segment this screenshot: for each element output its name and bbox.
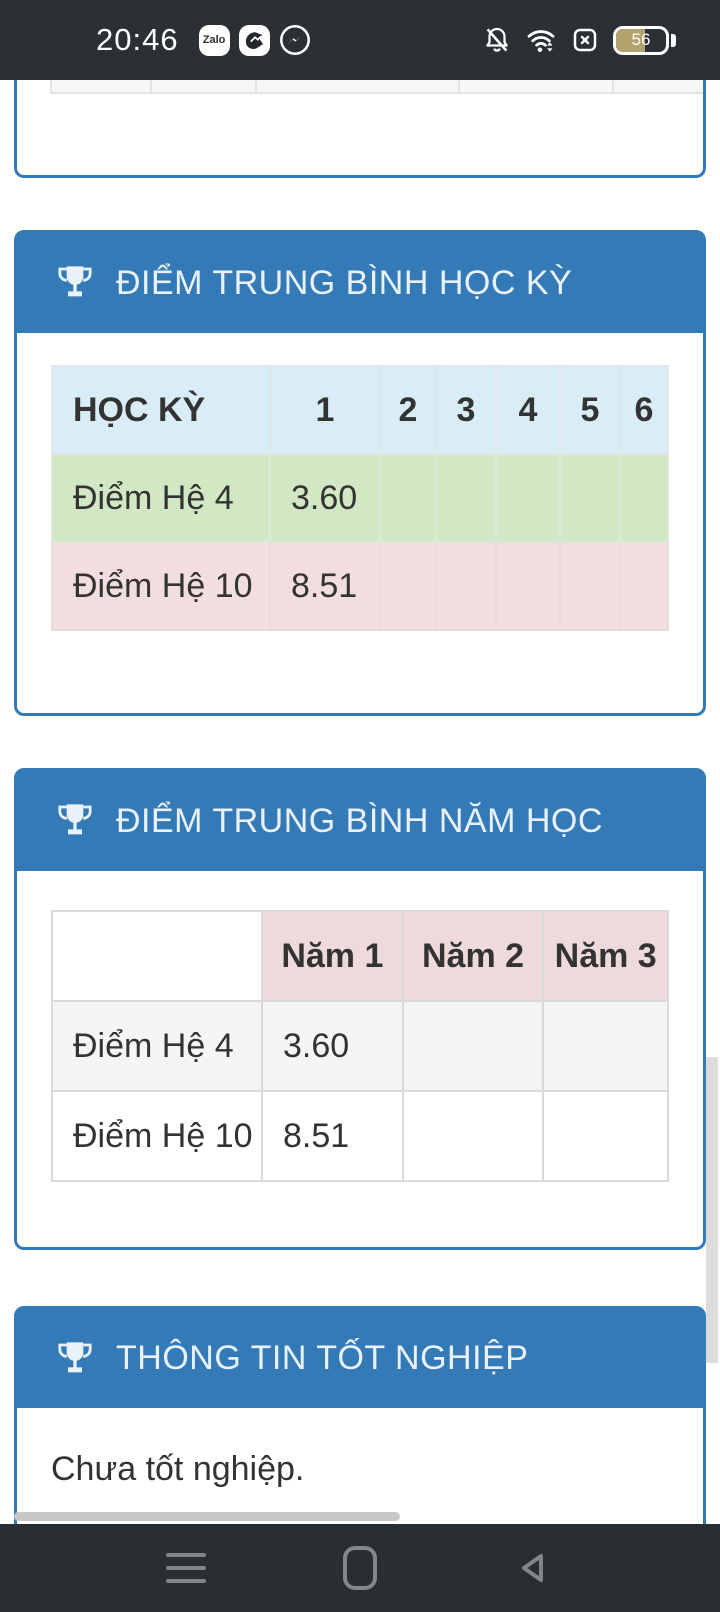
battery-percent: 56 — [631, 30, 651, 49]
table-row: Điểm Hệ 10 8.51 — [51, 541, 669, 631]
col-header: 1 — [269, 365, 381, 455]
vertical-scrollbar-thumb[interactable] — [706, 1057, 718, 1363]
system-icons: 56 — [482, 24, 676, 56]
menu-button[interactable] — [164, 1546, 208, 1590]
no-sim-icon — [573, 28, 597, 52]
notifications-muted-icon — [486, 27, 508, 52]
zalo-icon-label: Zalo — [202, 34, 226, 46]
col-header: 2 — [379, 365, 437, 455]
col-header: 5 — [559, 365, 621, 455]
partial-card-top — [14, 80, 706, 178]
app-icon — [238, 24, 270, 56]
clock-time: 20:46 — [96, 22, 179, 57]
col-header: Năm 1 — [261, 910, 404, 1002]
partial-table-last-row — [50, 80, 703, 94]
status-bar: 20:46 Zalo — [0, 0, 720, 80]
home-icon — [343, 1546, 377, 1590]
page-content: ĐIỂM TRUNG BÌNH HỌC KỲ HỌC KỲ 1 2 3 4 5 — [0, 80, 720, 1524]
row-label: Điểm Hệ 10 — [51, 541, 271, 631]
year-average-table: Năm 1 Năm 2 Năm 3 Điểm Hệ 4 3.60 Điểm Hệ… — [50, 910, 669, 1182]
panel-heading: ĐIỂM TRUNG BÌNH HỌC KỲ — [17, 233, 703, 333]
table-cell — [619, 453, 669, 543]
table-cell — [559, 541, 621, 631]
table-cell — [612, 80, 703, 94]
panel-heading: ĐIỂM TRUNG BÌNH NĂM HỌC — [17, 771, 703, 871]
col-header: 3 — [435, 365, 497, 455]
graduation-status-text: Chưa tốt nghiệp. — [51, 1450, 305, 1488]
row-label: Điểm Hệ 4 — [51, 453, 271, 543]
back-icon — [522, 1554, 543, 1582]
panel-title: THÔNG TIN TỐT NGHIỆP — [116, 1339, 529, 1377]
table-cell — [619, 541, 669, 631]
panel-year-average: ĐIỂM TRUNG BÌNH NĂM HỌC Năm 1 Năm 2 Năm … — [14, 768, 706, 1250]
table-cell — [495, 453, 561, 543]
horizontal-scrollbar-thumb[interactable] — [14, 1512, 400, 1521]
col-header: Năm 2 — [401, 910, 545, 1002]
table-cell — [50, 80, 152, 94]
table-row: Điểm Hệ 4 3.60 — [51, 453, 669, 543]
trophy-icon — [58, 266, 92, 297]
table-cell: 3.60 — [269, 453, 381, 543]
zalo-icon: Zalo — [198, 24, 230, 56]
col-header: HỌC KỲ — [51, 365, 271, 455]
table-cell — [542, 1090, 669, 1182]
battery-fill — [616, 28, 645, 52]
col-header: 4 — [495, 365, 561, 455]
panel-graduation-info: THÔNG TIN TỐT NGHIỆP Chưa tốt nghiệp. — [14, 1306, 706, 1524]
table-header-row: HỌC KỲ 1 2 3 4 5 6 — [51, 365, 669, 455]
row-label: Điểm Hệ 10 — [50, 1090, 264, 1182]
battery-body: 56 — [613, 25, 669, 55]
table-cell — [542, 1000, 669, 1092]
table-cell — [559, 453, 621, 543]
android-nav-bar — [0, 1524, 720, 1612]
table-cell — [435, 453, 497, 543]
panel-body: HỌC KỲ 1 2 3 4 5 6 Điểm Hệ 4 3.60 — [17, 333, 703, 631]
row-label: Điểm Hệ 4 — [50, 1000, 264, 1092]
panel-semester-average: ĐIỂM TRUNG BÌNH HỌC KỲ HỌC KỲ 1 2 3 4 5 — [14, 230, 706, 716]
back-button[interactable] — [512, 1546, 556, 1590]
table-cell — [495, 541, 561, 631]
panel-body: Năm 1 Năm 2 Năm 3 Điểm Hệ 4 3.60 Điểm Hệ… — [17, 871, 703, 1182]
battery-icon: 56 — [613, 25, 676, 55]
trophy-icon — [58, 1341, 92, 1372]
trophy-icon — [58, 804, 92, 835]
notification-icons: Zalo — [198, 24, 311, 56]
panel-title: ĐIỂM TRUNG BÌNH HỌC KỲ — [116, 263, 573, 302]
table-cell: 8.51 — [269, 541, 381, 631]
table-row: Điểm Hệ 4 3.60 — [50, 1000, 669, 1092]
battery-nub — [671, 33, 676, 47]
table-cell: 3.60 — [261, 1000, 404, 1092]
col-header: 6 — [619, 365, 669, 455]
app-icon-glyph — [245, 32, 264, 49]
panel-body: Chưa tốt nghiệp. — [17, 1408, 703, 1524]
table-cell — [255, 80, 460, 94]
table-cell: 8.51 — [261, 1090, 404, 1182]
col-header: Năm 3 — [542, 910, 669, 1002]
semester-average-table: HỌC KỲ 1 2 3 4 5 6 Điểm Hệ 4 3.60 — [51, 365, 669, 631]
home-button[interactable] — [338, 1546, 382, 1590]
table-cell — [435, 541, 497, 631]
messenger-icon — [279, 25, 310, 55]
panel-heading: THÔNG TIN TỐT NGHIỆP — [17, 1309, 703, 1408]
panel-title: ĐIỂM TRUNG BÌNH NĂM HỌC — [116, 801, 603, 840]
table-row: Điểm Hệ 10 8.51 — [50, 1090, 669, 1182]
wifi-icon — [527, 30, 555, 52]
table-cell — [150, 80, 257, 94]
table-cell — [401, 1090, 545, 1182]
table-cell — [401, 1000, 545, 1092]
table-cell — [379, 541, 437, 631]
menu-icon — [166, 1553, 206, 1583]
col-header — [50, 910, 264, 1002]
table-cell — [458, 80, 614, 94]
table-cell — [379, 453, 437, 543]
table-header-row: Năm 1 Năm 2 Năm 3 — [50, 910, 669, 1002]
